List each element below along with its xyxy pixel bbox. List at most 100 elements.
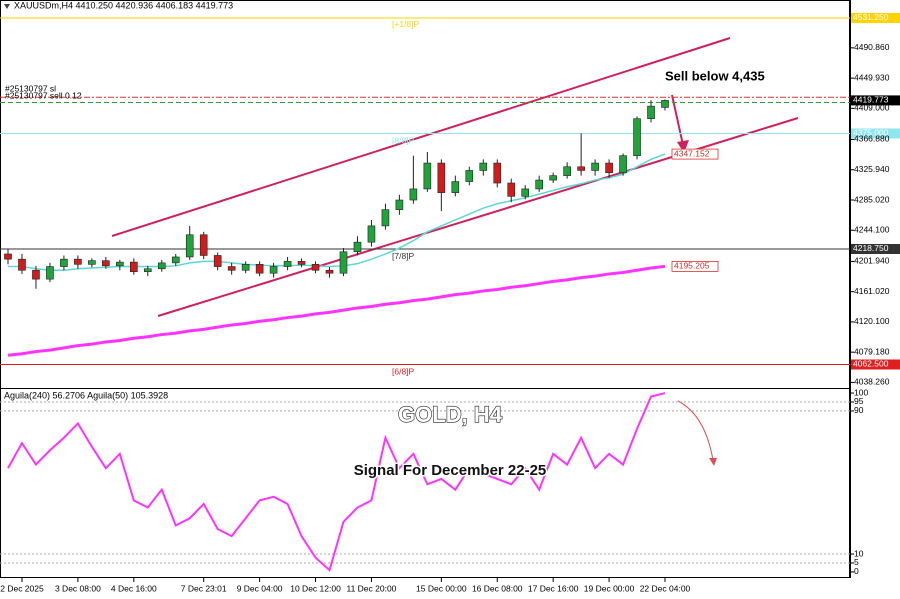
ma-label-box	[671, 260, 719, 272]
y-tick-label: 0	[854, 566, 859, 576]
candle-body	[423, 162, 432, 190]
candle-body	[535, 179, 543, 190]
x-tick-label: 19 Dec 00:00	[584, 583, 635, 593]
forecast-arrow	[677, 400, 717, 466]
level-value: 4062.500	[853, 359, 889, 369]
ma-label: 4195.205	[674, 261, 710, 271]
watermark-title: GOLD, H4	[398, 402, 503, 427]
x-tick-label: 3 Dec 08:00	[55, 583, 101, 593]
candle-body	[241, 264, 250, 271]
y-tick-label: 5	[854, 557, 859, 567]
candle-body	[297, 261, 306, 265]
y-tick-label: 4120.100	[854, 316, 890, 326]
candle-body	[633, 118, 641, 156]
candle-body	[269, 266, 278, 274]
level-value: 4531.250	[853, 12, 889, 22]
level-box	[851, 128, 900, 139]
y-tick-label: 4285.020	[854, 194, 890, 204]
y-tick-label: 4244.100	[854, 225, 890, 235]
y-tick-label: 10	[854, 548, 864, 558]
y-tick-label: 4079.180	[854, 346, 890, 356]
x-tick-label: 16 Dec 08:00	[472, 583, 523, 593]
candle-body	[465, 170, 474, 182]
level-name: [+1/8]P	[392, 19, 420, 29]
candle-body	[325, 269, 334, 274]
x-tick-label: 10 Dec 12:00	[290, 583, 341, 593]
current-price-box	[851, 95, 900, 106]
y-tick-label: 4325.940	[854, 164, 890, 174]
candle-body	[185, 234, 194, 258]
candle-body	[619, 155, 627, 173]
candle-body	[130, 261, 138, 273]
channel-upper	[111, 37, 731, 237]
y-tick-label: 4449.930	[854, 72, 890, 82]
candle-body	[116, 261, 124, 267]
level-box	[851, 243, 900, 254]
current-price: 4419.773	[853, 95, 889, 105]
level-box	[851, 12, 900, 23]
order-label: #25130797 sl	[5, 84, 56, 94]
candle-body	[227, 266, 236, 271]
moving-average	[7, 264, 666, 357]
candle-body	[563, 166, 571, 176]
candle-body	[311, 264, 320, 271]
candle-body	[591, 162, 599, 171]
level-name: [8/8]P	[392, 136, 415, 146]
indicator-line	[7, 392, 666, 572]
plot-frame	[0, 0, 850, 578]
candle-body	[647, 105, 655, 120]
candle-body	[367, 225, 376, 243]
ma-label-box	[671, 148, 719, 160]
candle-body	[18, 258, 26, 271]
candle-body	[353, 241, 362, 253]
y-tick-label: 100	[854, 387, 868, 397]
candle-body	[88, 260, 96, 265]
candle-body	[255, 264, 264, 274]
indicator-title: Aguila(240) 56.2706 Aguila(50) 105.3928	[4, 390, 168, 400]
x-tick-label: 15 Dec 00:00	[416, 583, 467, 593]
y-tick-label: 4366.880	[854, 134, 890, 144]
x-tick-label: 2 Dec 2025	[0, 583, 44, 593]
candle-body	[605, 162, 613, 173]
candle-body	[213, 255, 222, 267]
candle-body	[74, 258, 82, 265]
candle-body	[549, 175, 557, 181]
candle-body	[493, 162, 502, 184]
candle-body	[661, 100, 669, 108]
candle-body	[521, 188, 530, 197]
y-tick-label: 4161.020	[854, 286, 890, 296]
y-tick-label: 95	[854, 396, 864, 406]
candle-body	[143, 268, 152, 273]
annotation: Sell below 4,435	[665, 68, 765, 83]
candle-body	[199, 234, 208, 256]
x-tick-label: 9 Dec 04:00	[237, 583, 283, 593]
x-tick-label: 11 Dec 20:00	[346, 583, 396, 593]
level-box	[851, 359, 900, 370]
chart-header: XAUUSDm,H4 4410.250 4420.936 4406.183 44…	[14, 0, 233, 10]
candle-body	[395, 199, 404, 210]
x-tick-label: 7 Dec 23:01	[181, 583, 227, 593]
candle-body	[409, 188, 418, 201]
candle-body	[102, 260, 110, 267]
y-tick-label: 4038.260	[854, 377, 890, 387]
level-value: 4218.750	[853, 243, 889, 253]
candle-body	[339, 251, 348, 274]
moving-average	[8, 153, 666, 271]
symbol-icon	[4, 4, 10, 9]
level-name: [6/8]P	[392, 367, 415, 377]
level-name: [7/8]P	[392, 251, 415, 261]
candle-body	[60, 258, 68, 267]
order-label: #25130797 sell 0.12	[5, 91, 82, 101]
x-tick-label: 17 Dec 16:00	[528, 583, 579, 593]
y-tick-label: 4490.860	[854, 42, 890, 52]
candle-body	[157, 262, 166, 270]
level-value: 4375.000	[853, 128, 889, 138]
candle-body	[577, 166, 585, 171]
candle-body	[32, 269, 40, 280]
sell-arrow	[671, 94, 689, 153]
candle-body	[437, 162, 446, 193]
candle-body	[507, 182, 516, 197]
candle-body	[46, 266, 54, 280]
watermark-subtitle: Signal For December 22-25	[354, 462, 547, 479]
